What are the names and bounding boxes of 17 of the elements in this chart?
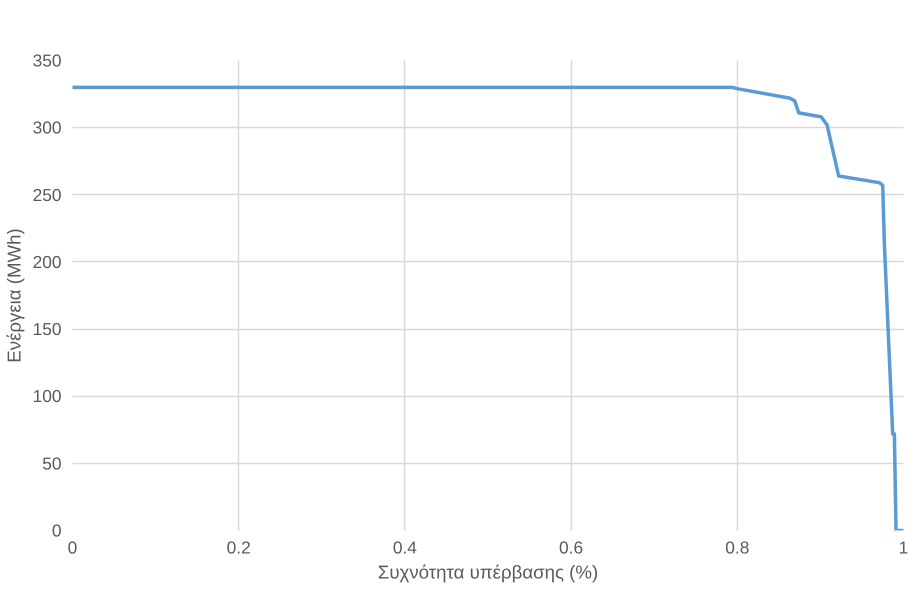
x-tick-label: 0.6	[559, 538, 584, 558]
line-series	[72, 86, 904, 530]
y-tick-label: 50	[42, 453, 62, 474]
y-tick-label: 300	[32, 118, 62, 138]
y-tick-label: 150	[32, 319, 62, 340]
y-tick-label: 0	[52, 520, 62, 540]
y-tick-label: 350	[32, 50, 62, 70]
y-tick-label: 200	[32, 252, 62, 272]
y-axis-title: Ενέργεια (MWh)	[4, 228, 25, 363]
x-tick-label: 0.8	[725, 538, 750, 558]
x-tick-label: 0.2	[226, 538, 251, 558]
x-tick-label: 0	[68, 538, 78, 558]
x-axis-title: Συχνότητα υπέρβασης (%)	[378, 562, 598, 582]
x-tick-label: 0.4	[392, 538, 418, 558]
x-tick-label: 1	[898, 538, 908, 558]
y-tick-label: 100	[32, 386, 62, 406]
y-tick-label: 250	[32, 184, 62, 205]
